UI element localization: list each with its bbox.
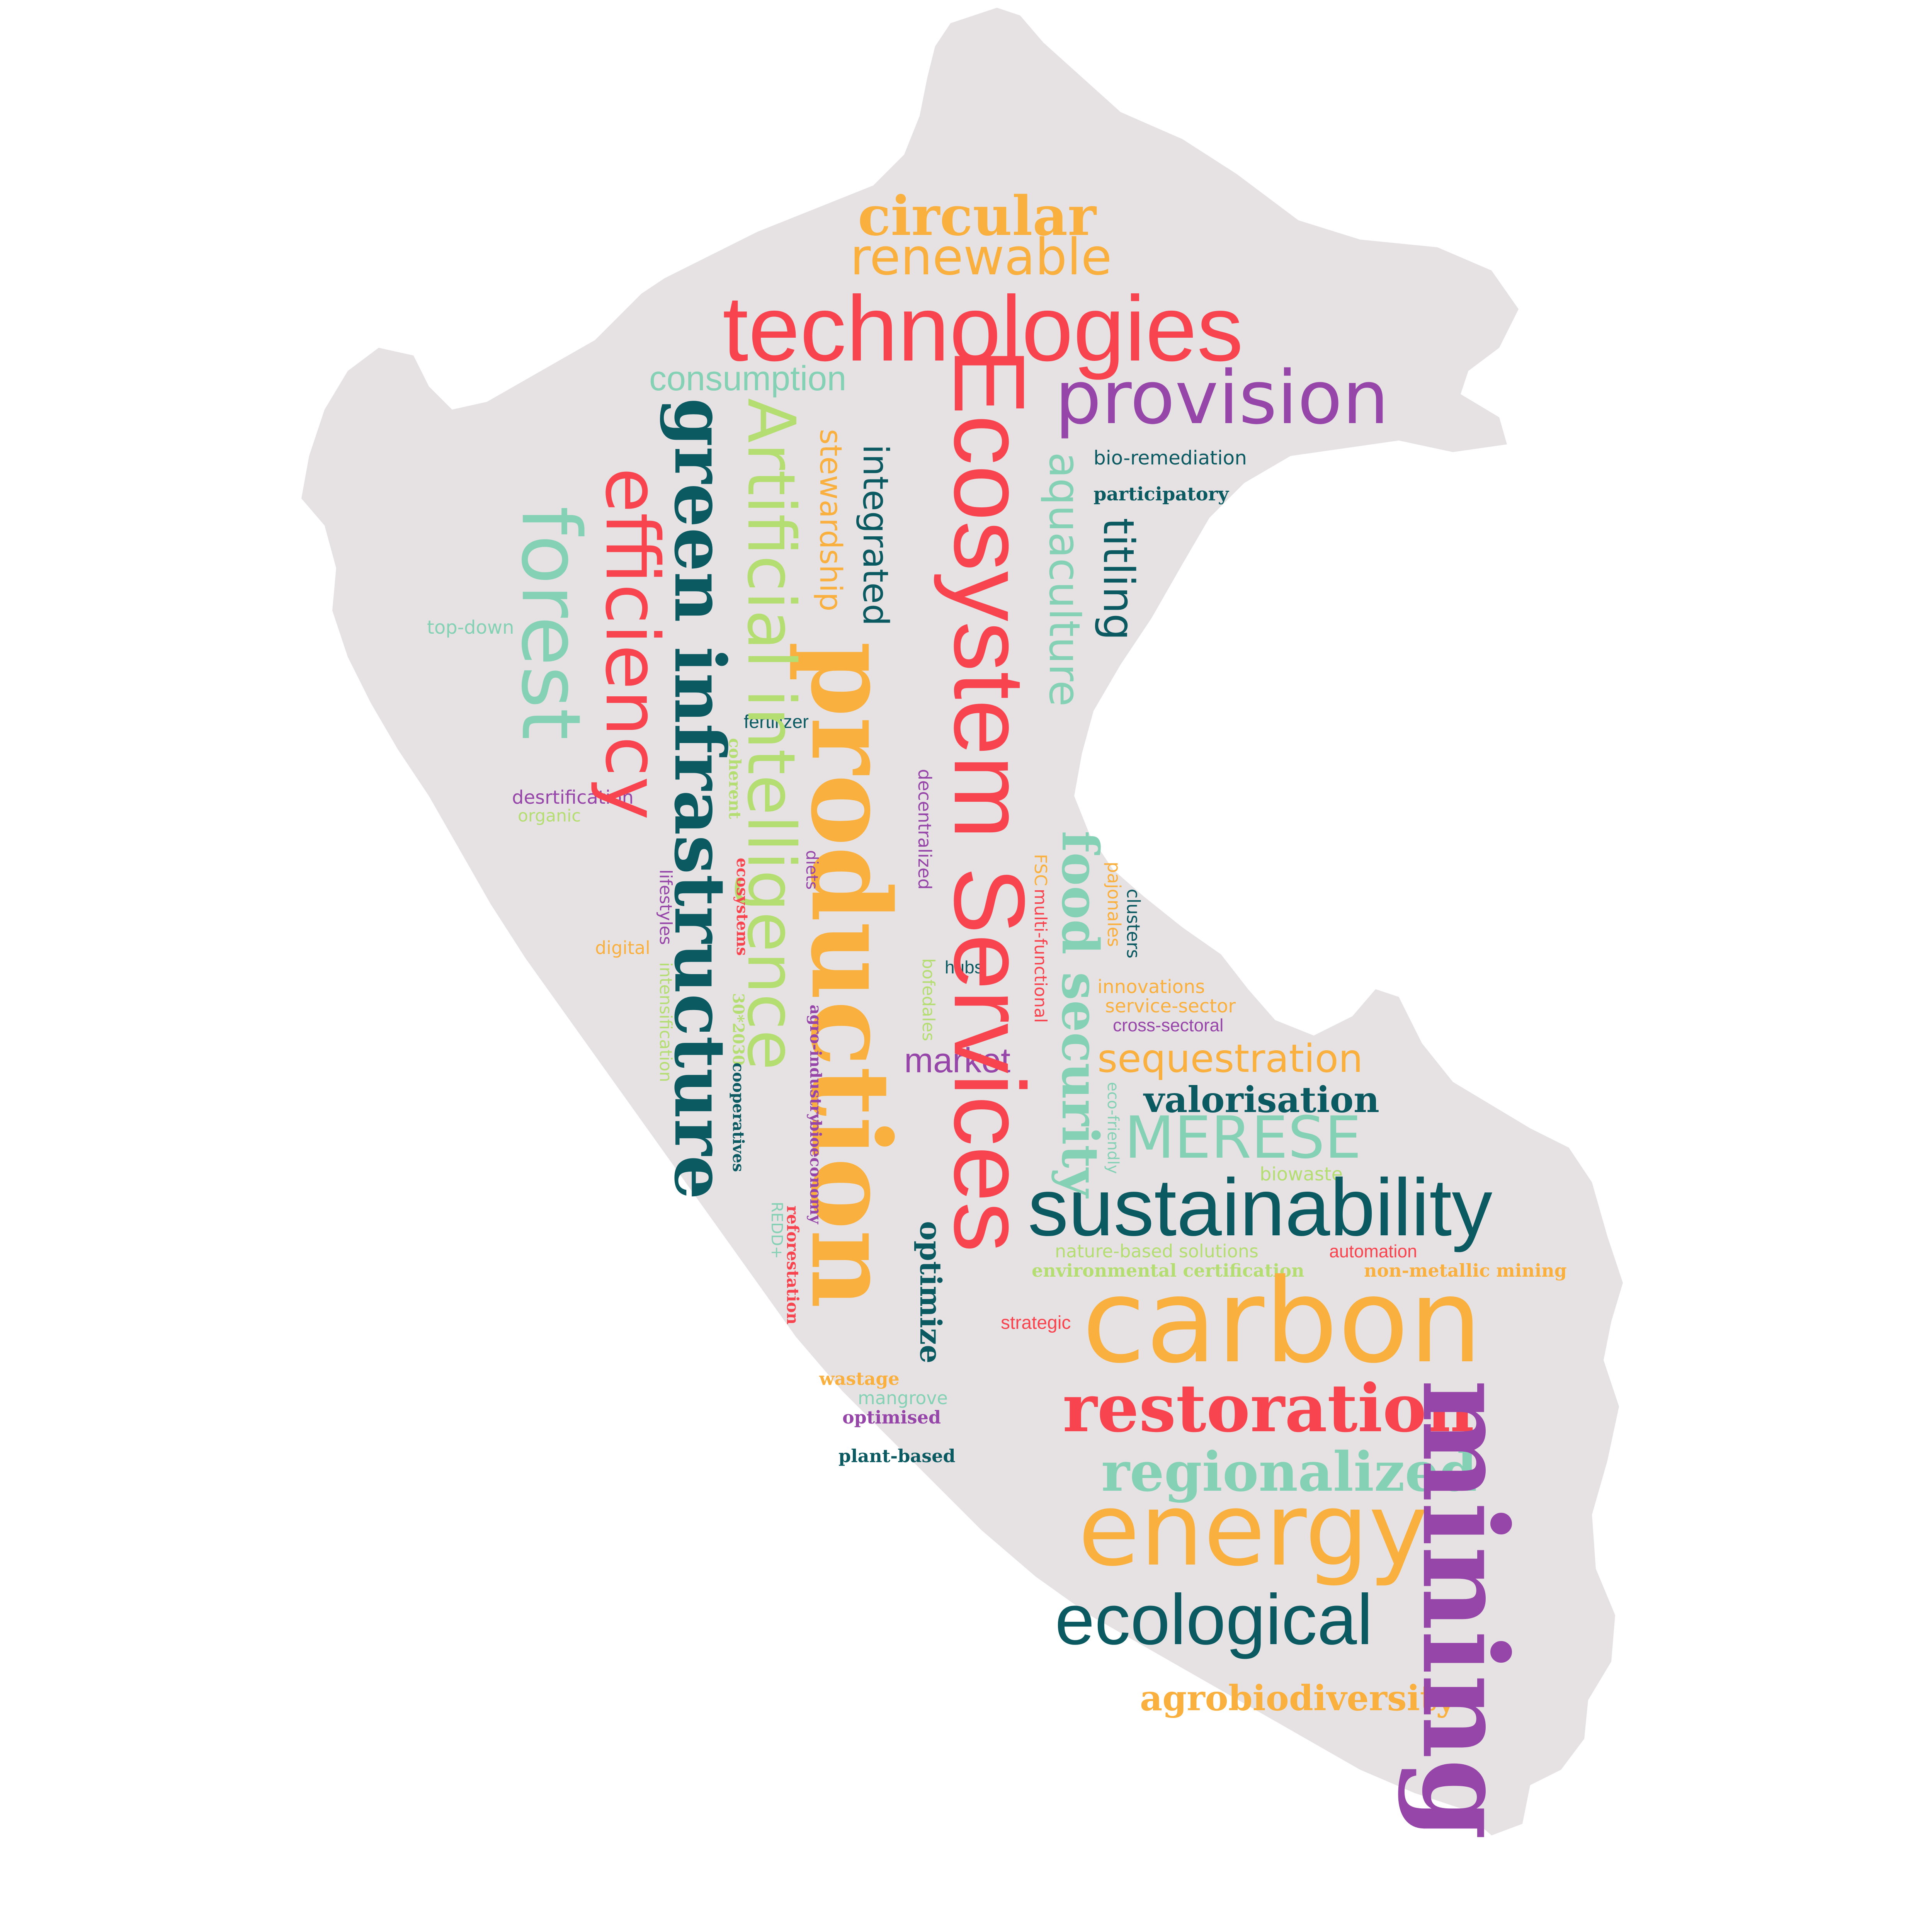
word-titling: titling bbox=[1094, 518, 1143, 641]
word-optimised: optimised bbox=[842, 1407, 941, 1428]
word-agrobiodiversity: agrobiodiversity bbox=[1140, 1678, 1456, 1719]
word-bofedales: bofedales bbox=[918, 958, 938, 1041]
word-aquaculture: aquaculture bbox=[1040, 452, 1089, 707]
word-multi-functional: multi-functional bbox=[1031, 889, 1050, 1023]
word-automation: automation bbox=[1329, 1241, 1417, 1261]
word-optimize: optimize bbox=[913, 1221, 948, 1364]
word-wastage: wastage bbox=[819, 1368, 900, 1389]
word-sequestration: sequestration bbox=[1097, 1036, 1363, 1081]
word-fertilizer: fertilizer bbox=[744, 712, 809, 732]
word-artificial-intelligence: Artificial intelligence bbox=[733, 398, 809, 1070]
word-organic: organic bbox=[518, 806, 581, 826]
word-efficiency: efficiency bbox=[589, 468, 675, 820]
word-reforestation: reforestation bbox=[783, 1206, 802, 1325]
word-fsc: FSC bbox=[1031, 854, 1050, 886]
word-sustainability: sustainability bbox=[1028, 1162, 1493, 1253]
word-participatory: participatory bbox=[1094, 483, 1229, 505]
word-ecological: ecological bbox=[1055, 1580, 1373, 1660]
word-mangrove: mangrove bbox=[858, 1388, 948, 1408]
word-environmental-certification: environmental certification bbox=[1032, 1260, 1304, 1281]
word-top-down: top-down bbox=[427, 617, 514, 638]
word-decentralized: decentralized bbox=[914, 769, 935, 890]
word-strategic: strategic bbox=[1001, 1313, 1071, 1333]
peru-map-shape bbox=[301, 8, 1623, 1835]
word-plant-based: plant-based bbox=[838, 1446, 956, 1466]
word-pajonales: pajonales bbox=[1104, 862, 1124, 947]
word-intensification: intensification bbox=[656, 962, 675, 1082]
word-hubs: hubs bbox=[945, 957, 983, 977]
word-cooperatives: cooperatives bbox=[729, 1063, 747, 1172]
word-renewable: renewable bbox=[850, 228, 1112, 286]
word-cross-sectoral: cross-sectoral bbox=[1113, 1015, 1224, 1035]
word-non-metallic-mining: non-metallic mining bbox=[1364, 1260, 1567, 1281]
word-food-security: food security bbox=[1051, 831, 1110, 1197]
word-market: market bbox=[904, 1041, 1011, 1080]
word-integrated: integrated bbox=[855, 444, 896, 626]
word-mining: mining bbox=[1396, 1379, 1533, 1840]
word-ecosystem-services: Ecosystem Services bbox=[933, 348, 1045, 1252]
word-carbon: carbon bbox=[1082, 1254, 1483, 1389]
word-ecosystems: ecosystems bbox=[733, 858, 751, 956]
word-bioeconomy: bioeconomy bbox=[806, 1121, 825, 1224]
word-service-sector: service-sector bbox=[1105, 995, 1236, 1017]
word-technologies: technologies bbox=[723, 277, 1243, 380]
word-desrtification: desrtification bbox=[512, 787, 634, 808]
word-diets: diets bbox=[803, 850, 821, 890]
word-eco-friendly: eco-friendly bbox=[1104, 1082, 1122, 1174]
word-digital: digital bbox=[595, 937, 650, 958]
word-redd: REDD+ bbox=[768, 1202, 786, 1259]
word-agro-industry: agro-industry bbox=[806, 1005, 825, 1122]
word-forest: forest bbox=[503, 506, 598, 740]
word-consumption: consumption bbox=[649, 359, 847, 398]
word-biowaste: biowaste bbox=[1260, 1163, 1343, 1185]
word-bio-remediation: bio-remediation bbox=[1094, 447, 1247, 469]
word-valorisation: valorisation bbox=[1144, 1079, 1379, 1121]
word-restoration: restoration bbox=[1063, 1370, 1475, 1447]
word-provision: provision bbox=[1055, 355, 1389, 440]
word-energy: energy bbox=[1078, 1472, 1428, 1588]
word-circular: circular bbox=[858, 185, 1096, 248]
word-innovations: innovations bbox=[1097, 976, 1205, 998]
word-coherent: coherent bbox=[725, 738, 744, 819]
word-stewardship: stewardship bbox=[813, 429, 848, 612]
word-lifestyles: lifestyles bbox=[656, 869, 675, 945]
word-merese: MERESE bbox=[1124, 1104, 1362, 1172]
word-nature-based-solutions: nature-based solutions bbox=[1055, 1241, 1259, 1262]
word-regionalized: regionalized bbox=[1101, 1440, 1477, 1504]
word-30x2030: 30*2030 bbox=[729, 993, 747, 1066]
word-clusters: clusters bbox=[1123, 889, 1144, 959]
